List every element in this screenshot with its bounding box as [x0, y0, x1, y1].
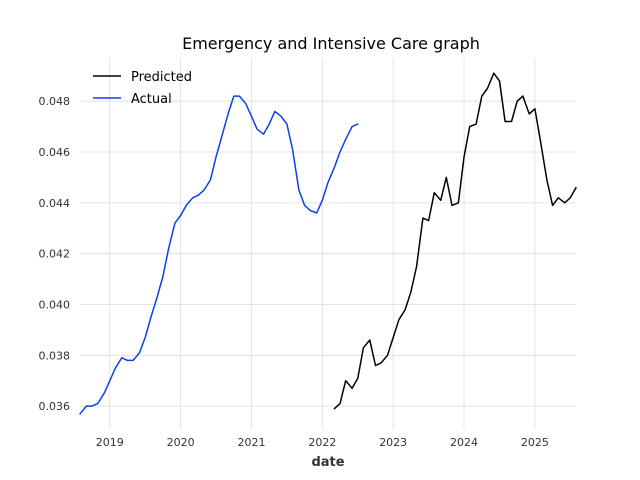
grid	[80, 58, 576, 429]
x-tick-label: 2021	[237, 436, 265, 449]
x-tick-label: 2024	[450, 436, 478, 449]
y-tick-label: 0.046	[39, 146, 71, 159]
y-tick-label: 0.042	[39, 248, 71, 261]
legend: Predicted Actual	[93, 70, 192, 107]
series-layer	[79, 72, 577, 415]
x-tick-label: 2019	[96, 436, 124, 449]
y-tick-label: 0.044	[39, 197, 71, 210]
y-tick-label: 0.036	[39, 400, 71, 413]
y-tick-label: 0.040	[39, 298, 71, 311]
chart-title: Emergency and Intensive Care graph	[182, 34, 480, 53]
x-tick-label: 2022	[308, 436, 336, 449]
y-tick-label: 0.038	[39, 349, 71, 362]
y-axis-ticks: 0.036 0.038 0.040 0.042 0.044 0.046 0.048	[39, 95, 71, 413]
x-tick-label: 2023	[379, 436, 407, 449]
legend-label-actual: Actual	[131, 92, 172, 107]
x-axis-label: date	[311, 455, 344, 470]
legend-label-predicted: Predicted	[131, 70, 192, 85]
series-line-predicted	[333, 72, 577, 410]
series-line-actual	[79, 95, 359, 415]
x-tick-label: 2025	[521, 436, 549, 449]
x-axis-ticks: 2019 2020 2021 2022 2023 2024 2025	[96, 436, 549, 449]
x-tick-label: 2020	[167, 436, 195, 449]
y-tick-label: 0.048	[39, 95, 71, 108]
